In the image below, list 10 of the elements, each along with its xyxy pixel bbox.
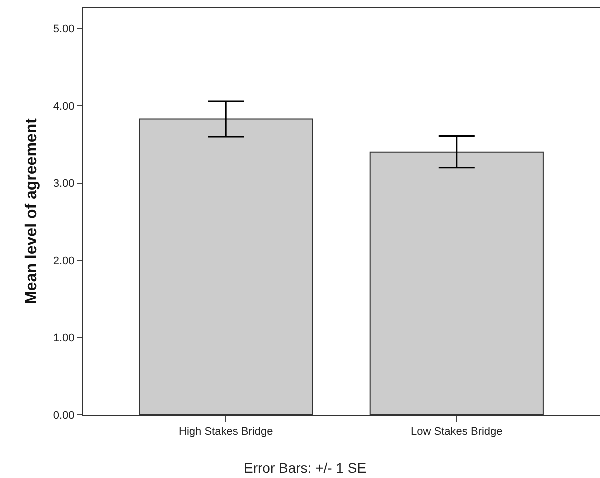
y-tick-label: 4.00 [53, 100, 75, 113]
y-axis-title: Mean level of agreement [23, 118, 40, 304]
y-tick-label: 2.00 [53, 255, 75, 268]
x-tick-label: High Stakes Bridge [179, 426, 274, 438]
text: Error Bars: +/- 1 SE [244, 460, 367, 476]
y-tick-label: 5.00 [53, 24, 75, 36]
y-tick-label: 3.00 [53, 178, 75, 190]
y-tick-label: 0.00 [53, 410, 75, 422]
y-tick-label: 1.00 [53, 332, 75, 345]
x-tick-label: Low Stakes Bridge [411, 426, 503, 438]
